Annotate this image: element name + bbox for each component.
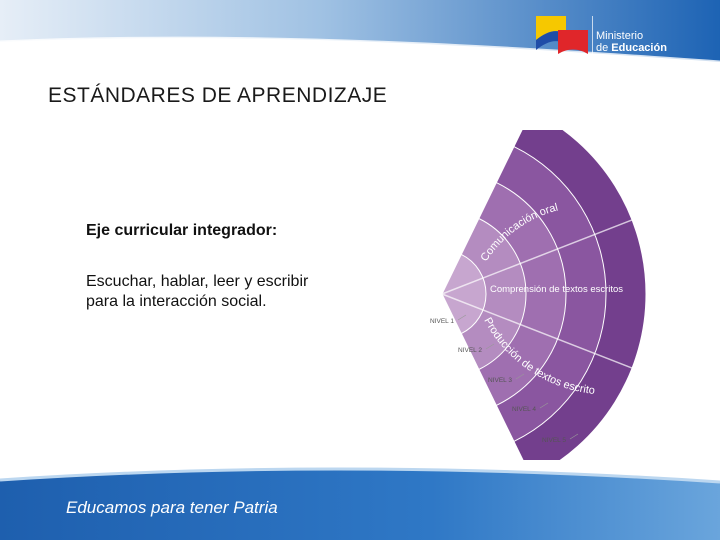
level-leader-line <box>539 402 549 409</box>
level-label-3: NIVEL 3 <box>488 377 512 384</box>
ministry-line1: Ministerio <box>596 30 644 42</box>
band-label-comprension: Comprensión de textos escritos <box>490 284 623 295</box>
page-title: ESTÁNDARES DE APRENDIZAJE <box>48 84 388 107</box>
level-leader-line <box>485 343 495 350</box>
ministerio-logo <box>536 16 593 54</box>
flag-yellow-shape <box>536 16 566 40</box>
axis-label: Eje curricular integrador: <box>86 222 278 239</box>
content-block: Eje curricular integrador: Escuchar, hab… <box>86 222 386 312</box>
flag-red-shape <box>558 30 588 54</box>
ministry-name: Ministerio de Educación <box>596 30 667 54</box>
band-divider <box>441 219 633 295</box>
footer-slogan: Educamos para tener Patria <box>66 498 278 517</box>
ministry-line2: de Educación <box>596 42 667 54</box>
level-leader-line <box>457 314 467 321</box>
level-label-5: NIVEL 5 <box>542 437 566 444</box>
level-label-4: NIVEL 4 <box>512 406 536 413</box>
axis-description: Escuchar, hablar, leer y escribir para l… <box>86 273 309 310</box>
level-leader-line <box>515 373 525 380</box>
level-label-2: NIVEL 2 <box>458 347 482 354</box>
standards-fan-diagram: Comunicación oral Comprensión de textos … <box>420 130 647 460</box>
level-ring-1 <box>441 253 487 335</box>
level-leader-line <box>569 433 579 440</box>
footer-band <box>0 467 720 540</box>
band-divider <box>441 293 633 369</box>
level-label-1: NIVEL 1 <box>430 318 454 325</box>
